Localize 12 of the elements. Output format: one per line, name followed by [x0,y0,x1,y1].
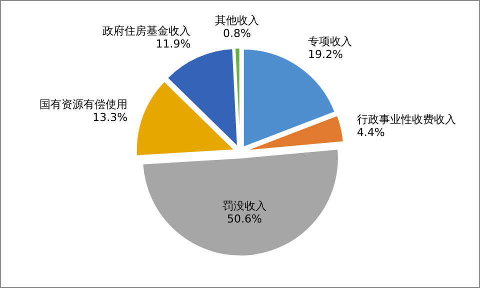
slice-label: 专项收入 [308,35,352,48]
data-label: 4.4% [356,126,385,139]
data-label: 13.3% [92,111,128,124]
slice-label: 国有资源有偿使用 [40,98,128,112]
slice-label: 行政事业性收费收入 [356,112,456,126]
slice-label: 其他收入 [214,14,259,28]
data-label: 0.8% [223,27,251,40]
slice-label: 政府住房基金收入 [102,24,191,38]
data-label: 19.2% [308,48,343,62]
slice-label: 罚没收入 [222,200,267,213]
data-label: 11.9% [156,38,191,51]
data-label: 50.6% [227,212,262,226]
